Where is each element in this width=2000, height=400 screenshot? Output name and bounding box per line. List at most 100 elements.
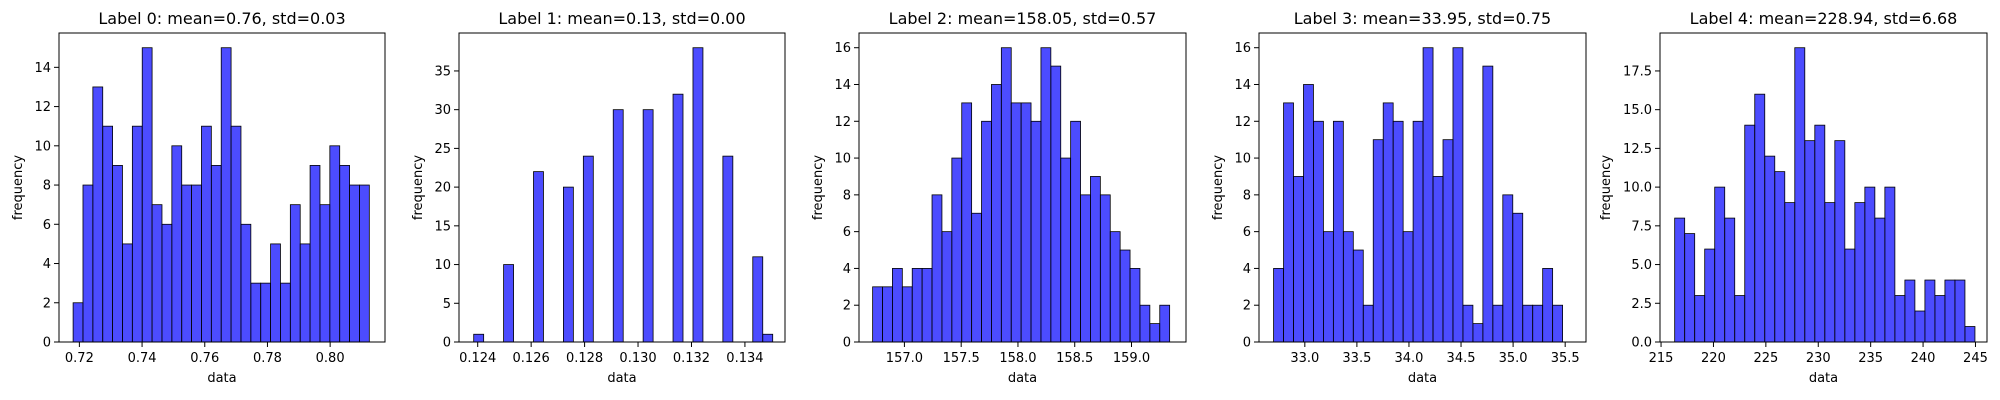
x-tick-label: 34.5 bbox=[1447, 351, 1476, 366]
histogram-bar bbox=[1512, 212, 1524, 343]
y-tick-label: 20 bbox=[434, 181, 451, 196]
y-tick-label: 2 bbox=[43, 296, 51, 311]
y-tick-label: 0 bbox=[443, 336, 451, 351]
histogram-bar bbox=[1303, 84, 1314, 343]
histogram-bar bbox=[1050, 65, 1062, 343]
y-tick-label: 16 bbox=[834, 41, 851, 56]
histogram-bar bbox=[1412, 120, 1424, 343]
x-tick-label: 0.134 bbox=[726, 351, 763, 366]
histogram-bar bbox=[1000, 47, 1012, 343]
histogram-bar bbox=[1149, 323, 1161, 343]
histogram-bar bbox=[941, 231, 953, 343]
histogram-bar bbox=[991, 84, 1002, 343]
x-tick-label: 33.0 bbox=[1290, 351, 1319, 366]
histogram-bar bbox=[1020, 102, 1032, 343]
histogram-bar bbox=[1674, 217, 1686, 343]
histogram-bar bbox=[1894, 295, 1906, 343]
histogram-bar bbox=[1744, 124, 1756, 343]
histogram-bar bbox=[1814, 124, 1826, 343]
histogram-bar bbox=[339, 165, 350, 343]
histogram-bar bbox=[1422, 47, 1434, 343]
x-tick-label: 0.128 bbox=[566, 351, 603, 366]
y-tick-label: 14 bbox=[834, 78, 851, 93]
y-tick-label: 8 bbox=[843, 188, 851, 203]
histogram-bar bbox=[1954, 279, 1966, 343]
histogram-bar bbox=[161, 223, 173, 343]
x-axis-label: data bbox=[1809, 371, 1838, 386]
histogram-bar bbox=[102, 125, 114, 343]
histogram-bar bbox=[921, 268, 933, 343]
histogram-bar bbox=[892, 268, 903, 343]
histogram-bar bbox=[1283, 102, 1294, 343]
histogram-bar bbox=[1864, 186, 1876, 343]
y-tick-label: 8 bbox=[43, 179, 51, 194]
histogram-bar bbox=[563, 186, 574, 343]
y-tick-label: 12.5 bbox=[1623, 142, 1652, 157]
histogram-bar bbox=[72, 302, 84, 343]
x-tick-label: 0.130 bbox=[619, 351, 656, 366]
histogram-bar bbox=[1904, 279, 1916, 343]
histogram-bar bbox=[1372, 139, 1384, 343]
y-tick-label: 0 bbox=[1243, 336, 1251, 351]
y-tick-label: 12 bbox=[834, 115, 851, 130]
x-tick-label: 0.72 bbox=[65, 351, 94, 366]
histogram-bar bbox=[1323, 231, 1334, 343]
histogram-bar bbox=[1552, 304, 1563, 343]
y-axis-label: frequency bbox=[1599, 155, 1614, 221]
histogram-bar bbox=[1714, 186, 1726, 343]
histogram-bar bbox=[473, 333, 485, 343]
x-axis-label: data bbox=[1408, 371, 1437, 386]
histogram-bar bbox=[1119, 249, 1131, 343]
histogram-bar bbox=[1139, 304, 1151, 343]
chart-title: Label 4: mean=228.94, std=6.68 bbox=[1690, 9, 1958, 28]
histogram-bar bbox=[299, 243, 311, 343]
histogram-bar bbox=[1313, 120, 1324, 343]
histogram-bar bbox=[1060, 157, 1072, 343]
histogram-bar bbox=[1704, 248, 1716, 343]
histogram-bar bbox=[951, 157, 963, 343]
chart-title: Label 2: mean=158.05, std=0.57 bbox=[889, 9, 1157, 28]
histogram-bar bbox=[141, 47, 153, 343]
chart-title: Label 0: mean=0.76, std=0.03 bbox=[98, 9, 345, 28]
histogram-bar bbox=[82, 184, 94, 343]
histogram-bar bbox=[1794, 47, 1806, 343]
histogram-bar bbox=[112, 165, 123, 343]
histogram-bar bbox=[1884, 186, 1896, 343]
y-tick-label: 15 bbox=[434, 219, 451, 234]
y-tick-label: 35 bbox=[434, 64, 451, 79]
y-axis-label: frequency bbox=[411, 155, 426, 221]
histogram-bar bbox=[1944, 279, 1956, 343]
histogram-bar bbox=[201, 125, 212, 343]
x-tick-label: 0.76 bbox=[190, 351, 219, 366]
y-tick-label: 4 bbox=[43, 257, 51, 272]
x-tick-label: 0.80 bbox=[316, 351, 345, 366]
histogram-bar bbox=[672, 93, 684, 343]
histogram-bar bbox=[1129, 268, 1141, 343]
histogram-bar bbox=[612, 109, 624, 343]
y-tick-label: 8 bbox=[1243, 188, 1251, 203]
y-tick-label: 4 bbox=[1243, 262, 1251, 277]
histogram-bar bbox=[210, 165, 222, 343]
histogram-bar bbox=[1070, 120, 1081, 343]
y-axis-label: frequency bbox=[1211, 155, 1226, 221]
axes-frame bbox=[858, 32, 1187, 343]
histogram-bar bbox=[1099, 194, 1111, 343]
y-tick-label: 17.5 bbox=[1623, 64, 1652, 79]
x-tick-label: 33.5 bbox=[1342, 351, 1371, 366]
histogram-bar bbox=[1392, 120, 1404, 343]
histogram-bar bbox=[1462, 304, 1474, 343]
histogram-bar bbox=[1362, 304, 1374, 343]
histogram-bar bbox=[1030, 120, 1042, 343]
y-tick-label: 0 bbox=[43, 336, 51, 351]
histogram-bar bbox=[1382, 102, 1394, 343]
histogram-bar bbox=[1934, 295, 1946, 343]
y-tick-label: 10 bbox=[834, 152, 851, 167]
y-tick-label: 12 bbox=[34, 100, 51, 115]
histogram-bar bbox=[1754, 93, 1766, 343]
histogram-bar bbox=[1874, 217, 1886, 343]
y-tick-label: 30 bbox=[434, 103, 451, 118]
histogram-bar bbox=[1824, 202, 1836, 343]
histogram-bar bbox=[1010, 102, 1022, 343]
histogram-bar bbox=[931, 194, 943, 343]
x-tick-label: 159.0 bbox=[1113, 351, 1150, 366]
